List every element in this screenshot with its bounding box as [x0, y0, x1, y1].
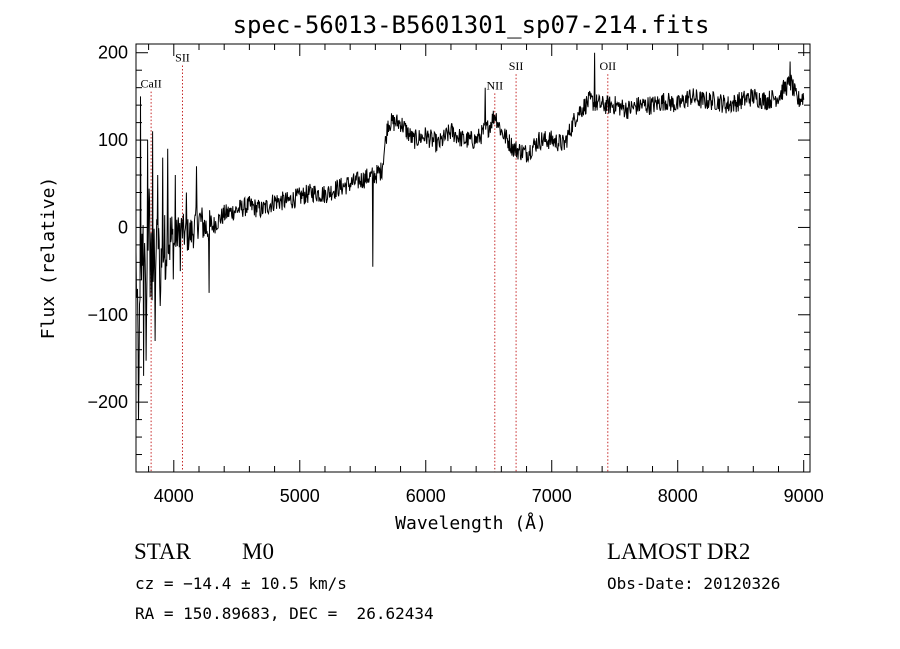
object-class: STAR	[134, 539, 191, 564]
y-tick-label: 0	[118, 217, 128, 237]
x-tick-label: 8000	[658, 486, 698, 506]
y-axis-label: Flux (relative)	[38, 177, 59, 340]
spectrum-series-line	[135, 52, 805, 420]
y-tick-label: 200	[98, 43, 128, 63]
x-tick-label: 7000	[532, 486, 572, 506]
survey-name: LAMOST DR2	[607, 539, 751, 564]
coordinates: RA = 150.89683, DEC = 26.62434	[135, 604, 434, 623]
object-subclass: M0	[242, 539, 274, 564]
observation-date: Obs-Date: 20120326	[607, 574, 781, 593]
x-axis-label: Wavelength (Å)	[395, 512, 547, 534]
x-tick-label: 4000	[154, 486, 194, 506]
plot-frame	[135, 43, 811, 473]
plot-area: CaII SII NII SII OII 4000 5000 6000 7000 8000 9000…	[87, 43, 823, 506]
redshift-velocity: cz = −14.4 ± 10.5 km/s	[135, 574, 347, 593]
emission-line-label-sii-1: SII	[175, 50, 190, 64]
y-tick-label: −200	[87, 392, 128, 412]
emission-line-label-caii-0: CaII	[140, 77, 161, 91]
y-tick-label: −100	[87, 305, 128, 325]
emission-line-label-nii-2: NII	[486, 78, 503, 92]
chart-title: spec-56013-B5601301_sp07-214.fits	[233, 11, 710, 39]
y-tick-label: 100	[98, 130, 128, 150]
emission-line-label-oii-4: OII	[599, 59, 616, 73]
x-tick-label: 9000	[784, 486, 824, 506]
x-tick-label: 6000	[406, 486, 446, 506]
emission-line-label-sii-3: SII	[509, 59, 524, 73]
x-tick-label: 5000	[280, 486, 320, 506]
